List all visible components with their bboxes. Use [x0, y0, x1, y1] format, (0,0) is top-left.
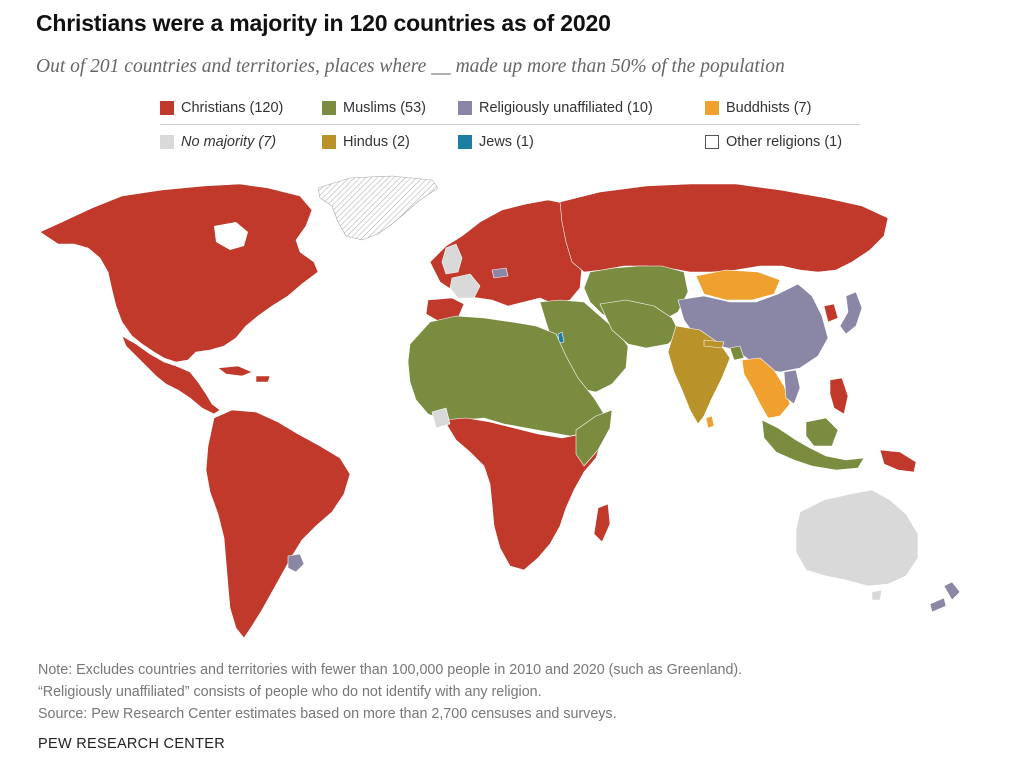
south-america-region	[205, 409, 351, 639]
legend-swatch-jews	[458, 135, 472, 149]
footnote: Note: Excludes countries and territories…	[38, 659, 742, 725]
note-line-2: “Religiously unaffiliated” consists of p…	[38, 684, 542, 700]
philippines-region	[829, 377, 849, 415]
indonesia-region	[761, 419, 865, 471]
legend-item-buddhists: Buddhists (7)	[705, 100, 811, 116]
legend-swatch-no-majority	[160, 135, 174, 149]
legend-swatch-muslims	[322, 101, 336, 115]
legend-item-muslims: Muslims (53)	[322, 100, 426, 116]
uk-region	[441, 243, 463, 275]
mongolia-region	[695, 269, 781, 301]
legend-item-hindus: Hindus (2)	[322, 134, 410, 150]
legend-item-unaffiliated: Religiously unaffiliated (10)	[458, 100, 653, 116]
legend-swatch-buddhists	[705, 101, 719, 115]
legend-swatch-christians	[160, 101, 174, 115]
vietnam-region	[783, 369, 801, 405]
legend-divider	[160, 124, 860, 125]
new-zealand-region	[929, 581, 961, 613]
world-map	[39, 175, 961, 639]
source-org: PEW RESEARCH CENTER	[38, 736, 225, 752]
legend-swatch-hindus	[322, 135, 336, 149]
legend-label-christians: Christians (120)	[181, 100, 284, 116]
sub-saharan-africa-region	[443, 417, 603, 571]
sri-lanka-region	[705, 415, 715, 429]
czechia-region	[491, 267, 509, 279]
madagascar-region	[593, 503, 611, 543]
papua-region	[879, 449, 917, 473]
legend-label-unaffiliated: Religiously unaffiliated (10)	[479, 100, 653, 116]
bangladesh-region	[729, 345, 745, 361]
nepal-region	[703, 339, 725, 349]
note-line-1: Note: Excludes countries and territories…	[38, 662, 743, 678]
legend: Christians (120) Muslims (53) Religiousl…	[160, 96, 860, 160]
japan-region	[839, 291, 863, 335]
legend-item-jews: Jews (1)	[458, 134, 534, 150]
southeast-asia-region	[741, 357, 791, 419]
chart-title: Christians were a majority in 120 countr…	[36, 10, 611, 36]
uruguay-region	[287, 553, 305, 573]
legend-label-jews: Jews (1)	[479, 134, 534, 150]
legend-label-no-majority: No majority (7)	[181, 134, 277, 150]
tasmania-region	[871, 589, 883, 601]
north-america-region	[39, 183, 319, 363]
korea-region	[823, 303, 839, 323]
legend-label-muslims: Muslims (53)	[343, 100, 426, 116]
legend-item-other: Other religions (1)	[705, 134, 842, 150]
france-region	[449, 273, 481, 299]
legend-label-hindus: Hindus (2)	[343, 134, 410, 150]
chart-subtitle: Out of 201 countries and territories, pl…	[36, 56, 785, 77]
australia-region	[795, 489, 919, 587]
legend-item-no-majority: No majority (7)	[160, 134, 276, 150]
borneo-region	[805, 417, 839, 447]
legend-swatch-unaffiliated	[458, 101, 472, 115]
note-line-3: Source: Pew Research Center estimates ba…	[38, 706, 617, 722]
caribbean-region	[217, 365, 271, 383]
greenland-region	[317, 175, 439, 241]
legend-label-other: Other religions (1)	[726, 134, 843, 150]
west-africa-no-majority-region	[431, 407, 451, 429]
legend-label-buddhists: Buddhists (7)	[726, 100, 812, 116]
russia-region	[559, 183, 889, 273]
horn-of-africa-region	[575, 409, 613, 467]
central-america-region	[121, 335, 221, 415]
legend-swatch-other	[705, 135, 719, 149]
legend-item-christians: Christians (120)	[160, 100, 283, 116]
